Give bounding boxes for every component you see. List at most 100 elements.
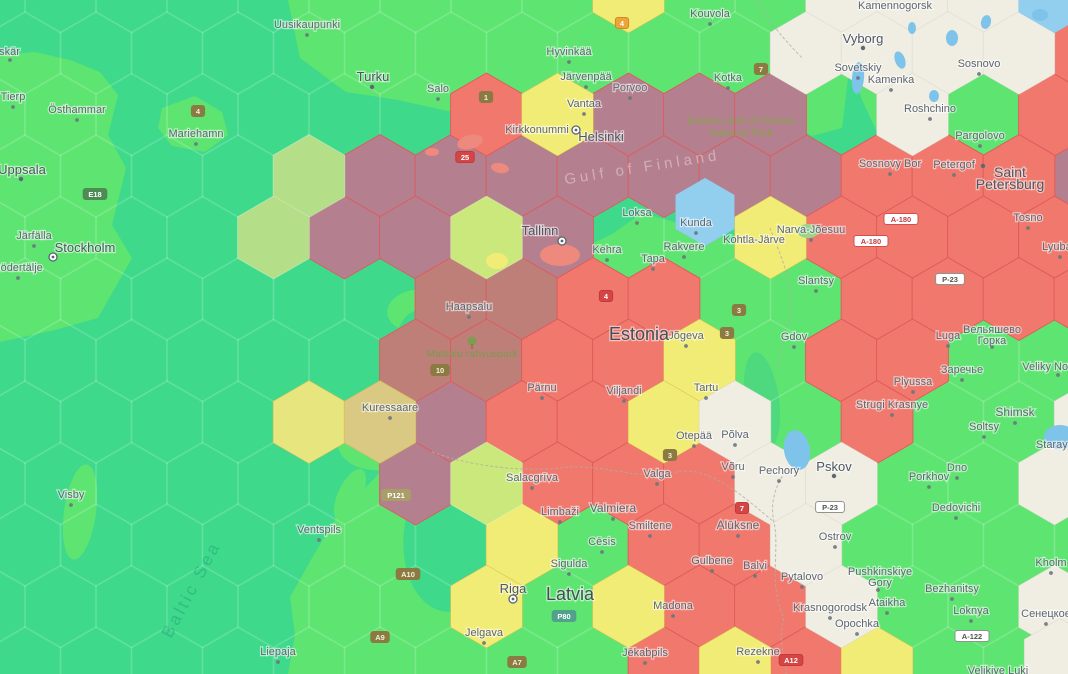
- town-dot: [540, 396, 544, 400]
- town-dot: [567, 572, 571, 576]
- town-label: Jelgava: [465, 627, 504, 639]
- park-label: National Park: [709, 127, 773, 139]
- town-dot: [885, 611, 889, 615]
- town-label: Haapsalu: [446, 301, 492, 313]
- hex-grid-cell: [0, 570, 26, 643]
- hex-grid-cell: [130, 503, 204, 587]
- town-dot: [756, 660, 760, 664]
- town-label: Pytalovo: [781, 571, 823, 583]
- town-dot: [32, 244, 36, 248]
- hex-grid-cell: [0, 626, 62, 674]
- hex-grid-cell: [343, 11, 417, 95]
- hex-grid-cell: [59, 626, 133, 674]
- jamming-hex-ls: [237, 195, 310, 280]
- map-detail-patch: [1044, 425, 1068, 449]
- town-label: Tosno: [1013, 212, 1042, 224]
- town-dot: [828, 616, 832, 620]
- hex-grid-cell: [0, 201, 26, 274]
- town-dot: [600, 550, 604, 554]
- hex-grid-cell: [95, 0, 168, 34]
- road-badge-label: A7: [512, 658, 522, 667]
- road-badge: [478, 91, 494, 103]
- town-label: Kamenka: [868, 74, 915, 86]
- town-dot: [946, 344, 950, 348]
- road-badge: [853, 235, 889, 247]
- town-label: Pechory: [759, 465, 800, 477]
- town-label: Otepää: [676, 430, 713, 442]
- town-label: Slantsy: [798, 275, 835, 287]
- town-dot: [75, 118, 79, 122]
- town-label: Liepaja: [260, 646, 296, 658]
- city-label: Tallinn: [522, 223, 559, 238]
- town-dot: [1044, 622, 1048, 626]
- city-label: Riga: [500, 581, 528, 596]
- town-label: Sigulda: [551, 558, 589, 570]
- town-dot: [753, 574, 757, 578]
- town-dot: [704, 396, 708, 400]
- town-label: Smiltene: [629, 520, 672, 532]
- hex-grid-cell: [130, 626, 204, 674]
- hex-grid-cell: [0, 447, 26, 520]
- road-badge: [190, 105, 206, 117]
- hex-grid-cell: [0, 503, 62, 587]
- town-label: Södertälje: [0, 262, 43, 274]
- road-badge-label: A9: [375, 633, 385, 642]
- jamming-hex-y: [698, 626, 772, 674]
- town-dot: [1013, 421, 1017, 425]
- road-badge-label: A10: [401, 570, 415, 579]
- map-detail-patch: [894, 51, 906, 69]
- town-dot: [809, 238, 813, 242]
- town-label: Salacgrīva: [506, 472, 559, 484]
- road-badge: [551, 610, 577, 622]
- hex-grid-cell: [379, 0, 452, 34]
- hex-grid-cell: [237, 0, 310, 34]
- town-dot: [682, 255, 686, 259]
- town-label: Jēkabpils: [622, 647, 668, 659]
- hex-grid-cell: [0, 78, 26, 151]
- city-dot: [860, 45, 866, 51]
- hex-grid-cell: [166, 318, 239, 403]
- hex-grid-cell: [59, 11, 133, 95]
- town-label: Pärnu: [527, 382, 556, 394]
- town-label: Luga: [936, 330, 961, 342]
- town-label: Põlva: [721, 429, 749, 441]
- hex-grid-cell: [272, 626, 346, 674]
- road-badge-label: 7: [759, 65, 763, 74]
- town-dot: [911, 390, 915, 394]
- town-dot: [726, 86, 730, 90]
- hex-grid-cell: [0, 11, 62, 95]
- hex-grid-cell: [201, 626, 275, 674]
- town-label: Горка: [978, 335, 1008, 347]
- hex-grid-cell: [166, 441, 239, 526]
- town-dot: [635, 221, 639, 225]
- road-badge: [370, 631, 390, 643]
- town-label: Limbaži: [541, 506, 579, 518]
- town-dot: [1026, 226, 1030, 230]
- road-badge: [82, 188, 108, 200]
- town-dot: [684, 344, 688, 348]
- hex-grid-cell: [59, 257, 133, 341]
- hex-grid-cell: [308, 564, 381, 649]
- city-dot: [18, 176, 24, 182]
- park-label: Eastern Gulf of Finland: [687, 115, 795, 127]
- town-label: Pushkinskiye: [848, 566, 912, 578]
- town-dot: [792, 345, 796, 349]
- hex-grid-cell: [0, 324, 26, 397]
- town-dot: [990, 345, 994, 349]
- town-dot: [856, 76, 860, 80]
- town-dot: [388, 416, 392, 420]
- hex-grid-cell: [166, 564, 239, 649]
- town-label: Vantaa: [567, 98, 602, 110]
- road-badge-label: A-122: [962, 632, 982, 641]
- town-label: Kotka: [714, 72, 743, 84]
- road-badge-label: 3: [668, 451, 672, 460]
- hex-grid-cell: [166, 72, 239, 157]
- hex-grid-cell: [201, 503, 275, 587]
- town-dot: [888, 172, 892, 176]
- map-detail-patch: [486, 253, 508, 269]
- road-badge-label: A12: [784, 656, 798, 665]
- town-label: Viljandi: [606, 385, 641, 397]
- town-label: Kuressaare: [362, 402, 418, 414]
